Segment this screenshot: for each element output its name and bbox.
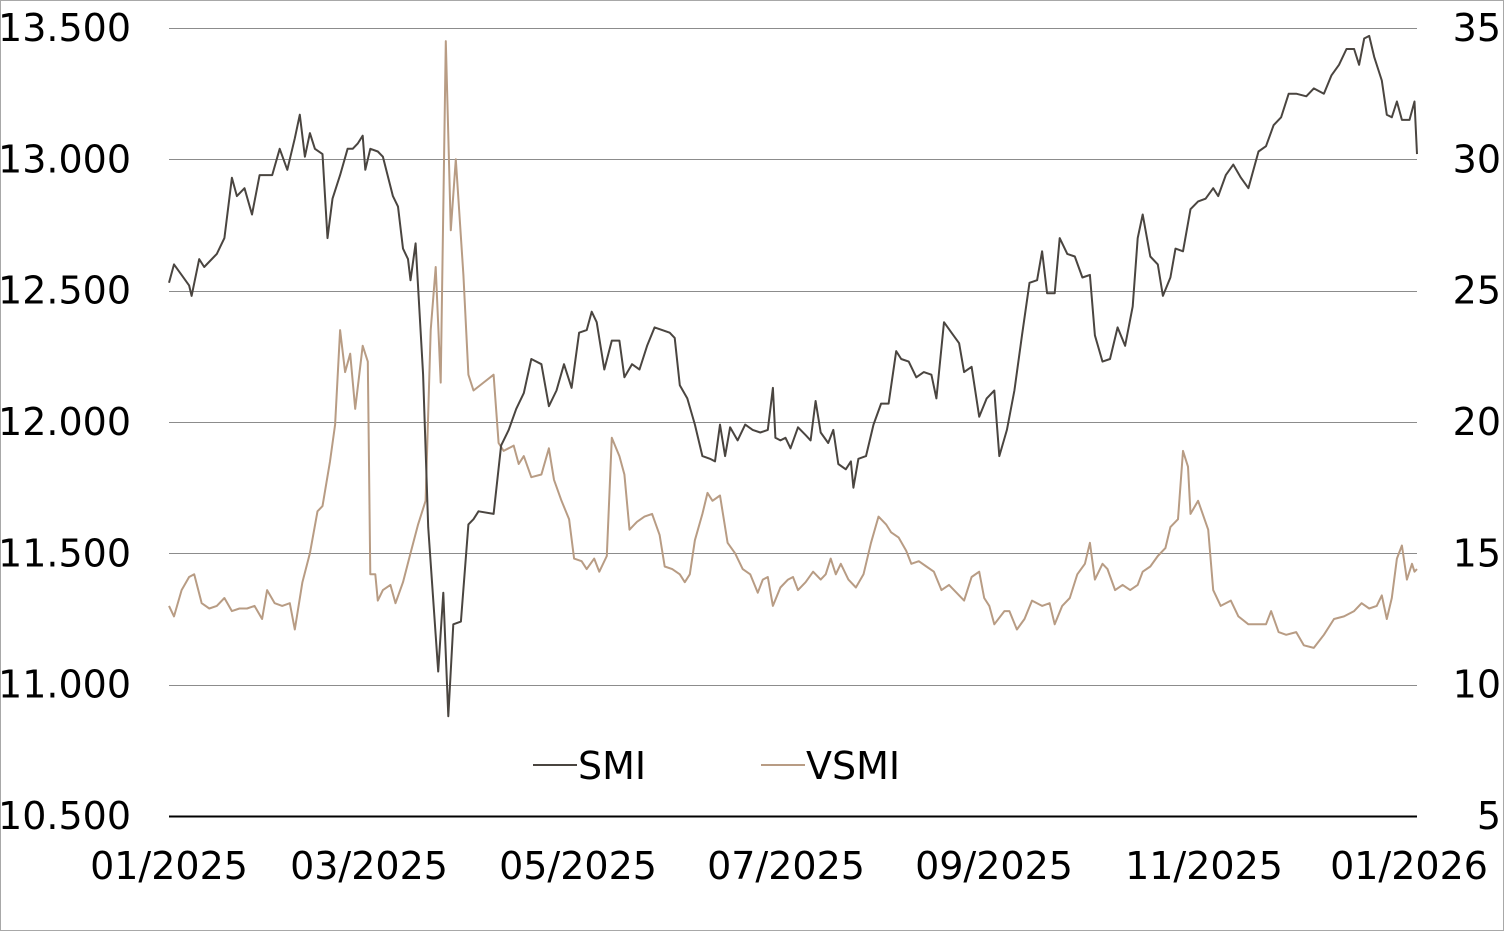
left-y-tick-label: 12.500	[1, 269, 131, 313]
x-tick-label: 01/2025	[90, 844, 248, 888]
left-y-tick-label: 12.000	[1, 400, 131, 444]
x-tick-label: 07/2025	[707, 844, 865, 888]
right-y-tick-label: 10	[1453, 663, 1501, 707]
right-y-tick-label: 5	[1477, 794, 1501, 838]
left-y-tick-label: 13.500	[1, 6, 131, 50]
series-line-vsmi	[168, 40, 1418, 649]
x-tick-labels: 01/2025 03/2025 05/2025 07/2025 09/2025 11/20…	[90, 844, 1488, 888]
right-y-tick-label: 35	[1453, 6, 1501, 50]
x-tick-label: 09/2025	[915, 844, 1073, 888]
left-y-tick-label: 11.000	[1, 663, 131, 707]
x-tick-label: 11/2025	[1125, 844, 1283, 888]
legend-label-smi: SMI	[578, 744, 646, 788]
right-y-tick-label: 30	[1453, 137, 1501, 181]
left-y-tick-label: 11.500	[1, 531, 131, 575]
left-y-tick-label: 10.500	[1, 794, 131, 838]
right-y-tick-label: 25	[1453, 269, 1501, 313]
right-y-tick-labels: 5 10 15 20 25 30 35	[1453, 6, 1501, 838]
x-tick-label: 03/2025	[290, 844, 448, 888]
left-y-tick-label: 13.000	[1, 137, 131, 181]
series-line-smi	[168, 34, 1418, 718]
legend: SMI VSMI	[533, 744, 900, 788]
legend-label-vsmi: VSMI	[806, 744, 900, 788]
right-y-tick-label: 20	[1453, 400, 1501, 444]
gridlines	[169, 28, 1417, 686]
series-lines	[168, 34, 1418, 718]
right-y-tick-label: 15	[1453, 531, 1501, 575]
x-tick-label: 01/2026	[1330, 844, 1488, 888]
left-y-tick-labels: 10.500 11.000 11.500 12.000 12.500 13.000 13.5…	[1, 6, 131, 838]
x-tick-label: 05/2025	[499, 844, 657, 888]
